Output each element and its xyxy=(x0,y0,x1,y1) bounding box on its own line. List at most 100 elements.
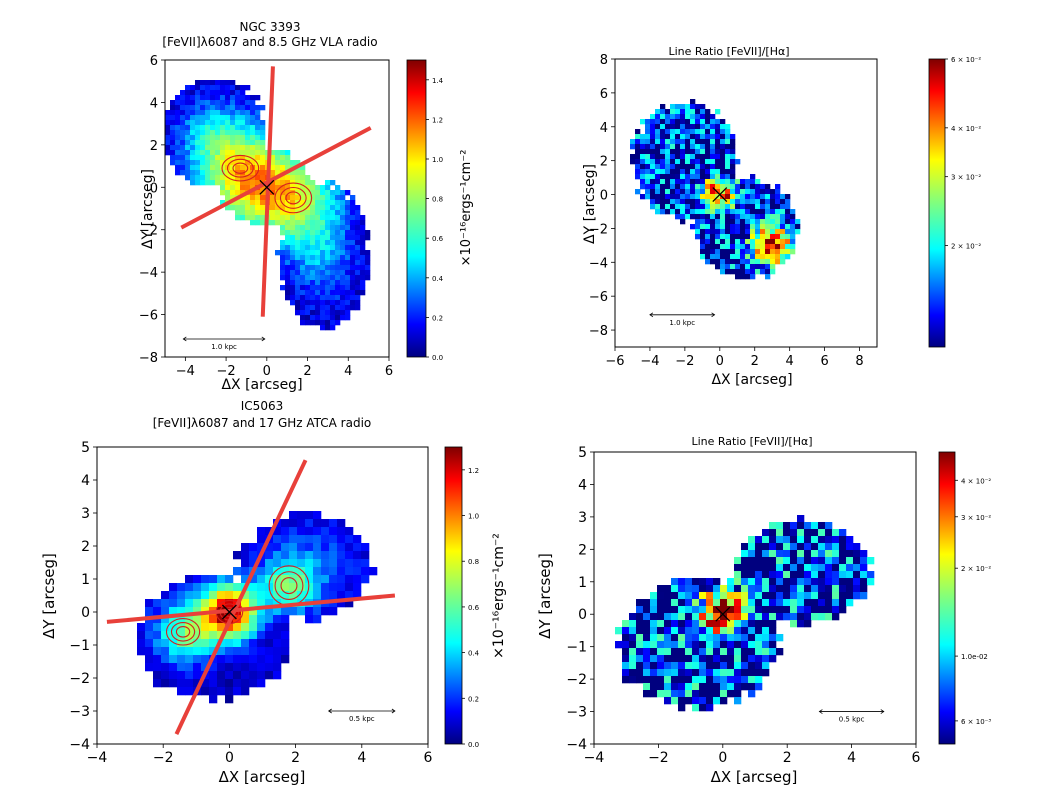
map-pixel xyxy=(209,615,218,624)
map-pixel xyxy=(273,663,282,672)
map-pixel xyxy=(734,627,742,635)
map-pixel xyxy=(260,195,266,201)
map-pixel xyxy=(340,235,346,241)
map-pixel xyxy=(783,536,791,544)
map-pixel xyxy=(678,690,686,698)
map-pixel xyxy=(325,290,331,296)
map-pixel xyxy=(790,219,796,225)
map-pixel xyxy=(337,527,346,536)
map-pixel xyxy=(790,578,798,586)
map-pixel xyxy=(335,300,341,306)
y-tick-label: −8 xyxy=(139,351,158,366)
map-pixel xyxy=(670,134,676,140)
map-pixel xyxy=(220,175,226,181)
map-pixel xyxy=(201,679,210,688)
map-pixel xyxy=(335,315,341,321)
map-pixel xyxy=(690,214,696,220)
map-pixel xyxy=(285,265,291,271)
map-pixel xyxy=(320,280,326,286)
map-pixel xyxy=(215,115,221,121)
map-pixel xyxy=(290,190,296,196)
map-pixel xyxy=(660,104,666,110)
map-pixel xyxy=(240,215,246,221)
map-pixel xyxy=(725,239,731,245)
map-pixel xyxy=(730,149,736,155)
map-pixel xyxy=(635,134,641,140)
map-pixel xyxy=(622,655,630,663)
map-pixel xyxy=(330,190,336,196)
map-pixel xyxy=(745,259,751,265)
map-pixel xyxy=(664,606,672,614)
scale-bar-arrows xyxy=(327,708,396,714)
map-pixel xyxy=(755,199,761,205)
map-pixel xyxy=(720,620,728,628)
map-pixel xyxy=(325,285,331,291)
map-pixel xyxy=(660,184,666,190)
map-pixel xyxy=(205,150,211,156)
map-pixel xyxy=(690,184,696,190)
map-pixel xyxy=(783,613,791,621)
map-pixel xyxy=(727,655,735,663)
map-pixel xyxy=(780,219,786,225)
map-pixel xyxy=(200,80,206,86)
map-pixel xyxy=(330,200,336,206)
map-pixel xyxy=(740,219,746,225)
map-pixel xyxy=(700,234,706,240)
map-pixel xyxy=(353,583,362,592)
map-pixel xyxy=(161,615,170,624)
map-pixel xyxy=(217,575,226,584)
map-pixel xyxy=(785,204,791,210)
map-pixel xyxy=(225,671,234,680)
map-pixel xyxy=(193,679,202,688)
map-pixel xyxy=(245,205,251,211)
map-pixel xyxy=(745,239,751,245)
map-pixel xyxy=(175,170,181,176)
map-pixel xyxy=(230,180,236,186)
map-pixel xyxy=(360,260,366,266)
map-pixel xyxy=(670,144,676,150)
map-pixel xyxy=(340,310,346,316)
map-pixel xyxy=(720,159,726,165)
map-pixel xyxy=(650,119,656,125)
map-pixel xyxy=(710,259,716,265)
map-pixel xyxy=(776,543,784,551)
map-pixel xyxy=(725,139,731,145)
map-pixel xyxy=(713,655,721,663)
map-pixel xyxy=(185,599,194,608)
map-pixel xyxy=(257,591,266,600)
map-pixel xyxy=(360,220,366,226)
map-pixel xyxy=(713,697,721,705)
map-pixel xyxy=(137,647,146,656)
map-pixel xyxy=(755,592,763,600)
map-pixel xyxy=(695,214,701,220)
map-pixel xyxy=(775,244,781,250)
map-pixel xyxy=(185,135,191,141)
colorbar-tick-label: 2 × 10⁻² xyxy=(951,243,981,251)
map-pixel xyxy=(735,204,741,210)
map-pixel xyxy=(832,536,840,544)
map-pixel xyxy=(710,199,716,205)
map-pixel xyxy=(335,250,341,256)
map-pixel xyxy=(735,189,741,195)
map-pixel xyxy=(713,683,721,691)
map-pixel xyxy=(671,578,679,586)
map-pixel xyxy=(249,615,258,624)
map-pixel xyxy=(797,536,805,544)
map-pixel xyxy=(678,669,686,677)
map-pixel xyxy=(273,623,282,632)
map-pixel xyxy=(727,606,735,614)
map-pixel xyxy=(285,270,291,276)
map-pixel xyxy=(695,194,701,200)
map-pixel xyxy=(692,620,700,628)
map-pixel xyxy=(200,145,206,151)
map-pixel xyxy=(762,655,770,663)
map-pixel xyxy=(177,647,186,656)
map-pixel xyxy=(811,522,819,530)
map-pixel xyxy=(760,249,766,255)
map-pixel xyxy=(706,669,714,677)
map-pixel xyxy=(785,214,791,220)
scale-bar: 1.0 kpc xyxy=(182,336,266,351)
map-pixel xyxy=(790,244,796,250)
map-pixel xyxy=(285,180,291,186)
map-pixel xyxy=(695,189,701,195)
